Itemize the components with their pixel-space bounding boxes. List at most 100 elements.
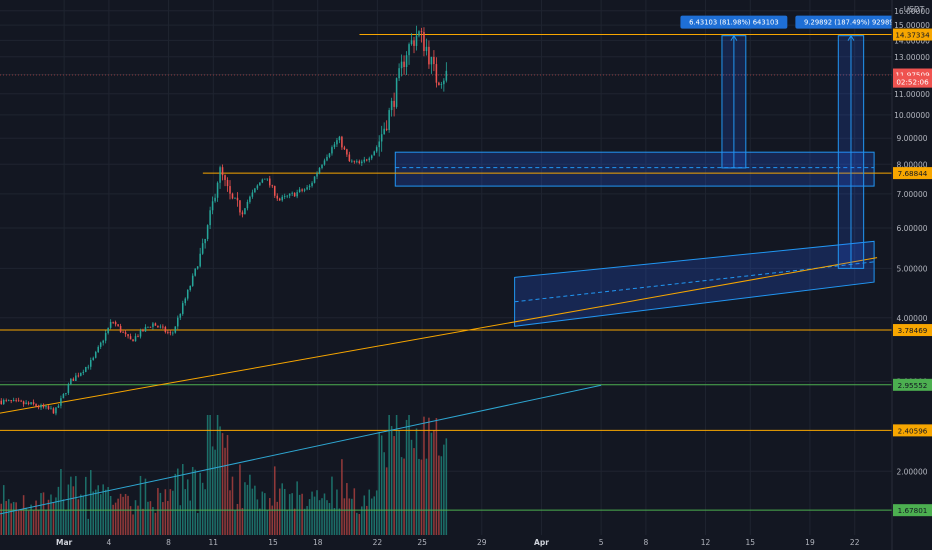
volume-bar xyxy=(413,448,415,535)
candle-body xyxy=(286,195,288,197)
candle-body xyxy=(288,193,291,196)
time-axis[interactable]: Mar 4 8 11 15 18 22 25 29 Apr 5 8 12 15 19 22 xyxy=(56,538,860,547)
candle-body xyxy=(318,167,321,174)
volume-bar xyxy=(341,459,343,535)
volume-bar xyxy=(380,435,383,535)
candle-body xyxy=(45,406,47,408)
candle-body xyxy=(77,375,80,377)
volume-bar xyxy=(181,464,184,535)
volume-bar xyxy=(390,426,393,535)
candle-body xyxy=(102,340,104,343)
candle-body xyxy=(261,179,264,183)
volume-bar xyxy=(259,508,261,535)
candle-body xyxy=(445,70,448,81)
candle-body xyxy=(408,44,410,56)
volume-bar xyxy=(30,504,32,535)
price-label-bg xyxy=(893,28,932,41)
volume-bar xyxy=(219,426,221,535)
candle-body xyxy=(211,201,214,211)
volume-bar xyxy=(154,512,157,535)
volume-bar xyxy=(410,439,413,535)
volume-bar xyxy=(331,476,333,535)
candle-body xyxy=(124,332,127,335)
volume-bar xyxy=(308,499,311,535)
volume-bar xyxy=(363,495,366,535)
candle-body xyxy=(403,61,405,68)
y-tick-label: 7.00000 xyxy=(896,190,927,199)
candle-body xyxy=(415,35,418,46)
volume-bar xyxy=(241,508,244,535)
candle-body xyxy=(353,160,356,162)
volume-bar xyxy=(17,509,20,535)
volume-bar xyxy=(370,498,373,535)
volume-bar xyxy=(22,495,25,535)
measurement-layer[interactable]: 6.43103 (81.98%) 643103 9.29892 (187.49%)… xyxy=(680,15,907,269)
candle-body xyxy=(119,325,122,333)
volume-bar xyxy=(94,489,97,535)
volume-bar xyxy=(276,501,279,535)
candle-body xyxy=(50,408,52,410)
volume-bar xyxy=(162,502,164,535)
volume-bar xyxy=(167,500,169,535)
candle-body xyxy=(92,357,95,361)
volume-bar xyxy=(291,493,293,535)
price-label: 2.95552 xyxy=(898,381,928,390)
zone-layer[interactable] xyxy=(394,151,875,327)
candle-body xyxy=(62,393,65,399)
price-label-bg xyxy=(893,75,932,88)
volume-bar xyxy=(85,476,87,535)
candle-body xyxy=(363,159,366,162)
volume-bar xyxy=(385,467,388,535)
x-tick-label: Apr xyxy=(534,538,549,547)
volume-bar xyxy=(144,478,147,535)
volume-bar xyxy=(336,489,338,535)
candle-body xyxy=(413,40,415,46)
candle-body xyxy=(219,167,221,183)
volume-bar xyxy=(184,489,187,535)
volume-bar xyxy=(435,418,438,535)
candle-body xyxy=(336,140,338,145)
volume-bar xyxy=(430,432,433,535)
x-tick-label: 22 xyxy=(850,538,860,547)
volume-bar xyxy=(316,490,318,535)
candle-body xyxy=(231,193,234,199)
candle-body xyxy=(308,185,311,188)
volume-bar xyxy=(256,499,259,535)
volume-bar xyxy=(211,446,214,535)
volume-bar xyxy=(244,482,246,535)
y-tick-label: 9.00000 xyxy=(896,134,927,143)
drawing-lines-layer[interactable] xyxy=(0,34,892,515)
volume-bar xyxy=(164,489,167,535)
y-tick-label: 5.00000 xyxy=(896,264,927,273)
volume-bar xyxy=(191,466,194,535)
volume-bar xyxy=(373,496,375,535)
volume-bar xyxy=(201,482,204,535)
price-axis[interactable]: USDT 2.000003.000004.000005.000006.00000… xyxy=(891,0,932,550)
candle-body xyxy=(114,322,117,325)
candle-body xyxy=(206,225,209,239)
volume-bar xyxy=(383,452,385,535)
x-tick-label: 5 xyxy=(599,538,604,547)
measurement-label-bg xyxy=(680,15,788,29)
volume-bar xyxy=(298,494,301,535)
y-tick-label: 4.00000 xyxy=(896,314,927,323)
volume-bar xyxy=(57,486,60,535)
candle-body xyxy=(328,153,331,157)
candle-body xyxy=(343,147,346,150)
volume-bar xyxy=(147,501,149,535)
candle-body xyxy=(348,154,351,162)
candle-body xyxy=(226,179,229,187)
candle-body xyxy=(390,100,393,111)
candle-body xyxy=(278,198,281,201)
volume-bar xyxy=(127,495,129,535)
volume-bar xyxy=(134,500,137,535)
candles-layer xyxy=(0,25,448,416)
candle-body xyxy=(296,192,298,197)
volume-bar xyxy=(80,494,82,535)
candle-body xyxy=(410,40,413,45)
candle-body xyxy=(326,156,328,161)
candle-body xyxy=(164,327,167,333)
price-label: 3.78469 xyxy=(898,326,928,335)
candle-body xyxy=(443,80,445,85)
